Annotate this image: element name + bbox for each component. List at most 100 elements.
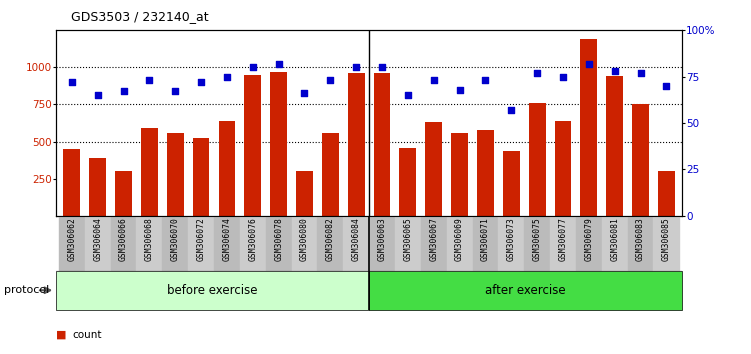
Bar [240,216,266,271]
Bar [63,149,80,216]
Bar [400,148,416,216]
Point [92,92,104,98]
Bar [110,216,137,271]
Text: protocol: protocol [4,285,49,295]
Bar [59,216,85,271]
Bar [425,121,442,216]
Bar [503,151,520,216]
Text: GSM306083: GSM306083 [636,218,645,262]
Bar [632,104,649,216]
Text: GSM306068: GSM306068 [145,218,154,262]
Bar [270,72,287,216]
Text: GSM306080: GSM306080 [300,218,309,262]
Bar [115,171,132,216]
Point [454,87,466,92]
Text: GSM306067: GSM306067 [430,218,439,262]
Point [531,70,543,76]
Point [350,64,362,70]
Text: GSM306081: GSM306081 [611,218,619,262]
Point [66,79,78,85]
Bar [291,216,318,271]
Point [635,70,647,76]
Text: before exercise: before exercise [167,284,258,297]
Bar [296,171,313,216]
Bar [219,121,235,216]
Bar [472,216,499,271]
Text: GSM306071: GSM306071 [481,218,490,262]
Point [169,88,181,94]
Text: GSM306062: GSM306062 [68,218,77,262]
Point [324,78,336,83]
Bar [141,128,158,216]
Bar [447,216,472,271]
Text: ■: ■ [56,330,67,339]
Point [660,83,672,88]
Bar [374,73,391,216]
Point [195,79,207,85]
Bar [162,216,189,271]
Bar [658,171,675,216]
Text: GSM306070: GSM306070 [170,218,179,262]
Bar [193,138,210,216]
Text: GSM306066: GSM306066 [119,218,128,262]
Text: GSM306084: GSM306084 [351,218,360,262]
Bar [318,216,343,271]
Point [505,107,517,113]
Point [298,90,310,96]
Bar [189,216,214,271]
Point [143,78,155,83]
Bar [369,271,682,310]
Point [247,64,259,70]
Bar [602,216,628,271]
Point [557,74,569,79]
Bar [451,133,468,216]
Point [479,78,491,83]
Point [609,68,621,74]
Text: GSM306076: GSM306076 [249,218,258,262]
Text: GSM306069: GSM306069 [455,218,464,262]
Bar [421,216,447,271]
Text: GSM306075: GSM306075 [532,218,541,262]
Bar [529,103,545,216]
Text: count: count [73,330,102,339]
Text: GSM306063: GSM306063 [378,218,387,262]
Bar [322,133,339,216]
Bar [214,216,240,271]
Bar [576,216,602,271]
Bar [369,216,395,271]
Bar [395,216,421,271]
Point [402,92,414,98]
Text: GSM306072: GSM306072 [197,218,206,262]
Text: GSM306082: GSM306082 [326,218,335,262]
Bar [266,216,291,271]
Text: GSM306073: GSM306073 [507,218,516,262]
Text: GSM306065: GSM306065 [403,218,412,262]
Text: GSM306079: GSM306079 [584,218,593,262]
Point [117,88,129,94]
Bar [85,216,110,271]
Bar [554,121,572,216]
Text: GSM306074: GSM306074 [222,218,231,262]
Bar [137,216,162,271]
Bar [343,216,369,271]
Bar [244,75,261,216]
Text: GSM306064: GSM306064 [93,218,102,262]
Bar [348,73,364,216]
Bar [524,216,550,271]
Bar [581,39,597,216]
Bar [499,216,524,271]
Bar [167,133,184,216]
Bar [653,216,680,271]
Text: GSM306085: GSM306085 [662,218,671,262]
Bar [89,158,106,216]
Bar [550,216,576,271]
Point [428,78,440,83]
Point [376,64,388,70]
Text: GDS3503 / 232140_at: GDS3503 / 232140_at [71,10,209,23]
Text: GSM306078: GSM306078 [274,218,283,262]
Bar [628,216,653,271]
Bar [477,130,494,216]
Point [583,61,595,67]
Point [273,61,285,67]
Text: GSM306077: GSM306077 [559,218,568,262]
